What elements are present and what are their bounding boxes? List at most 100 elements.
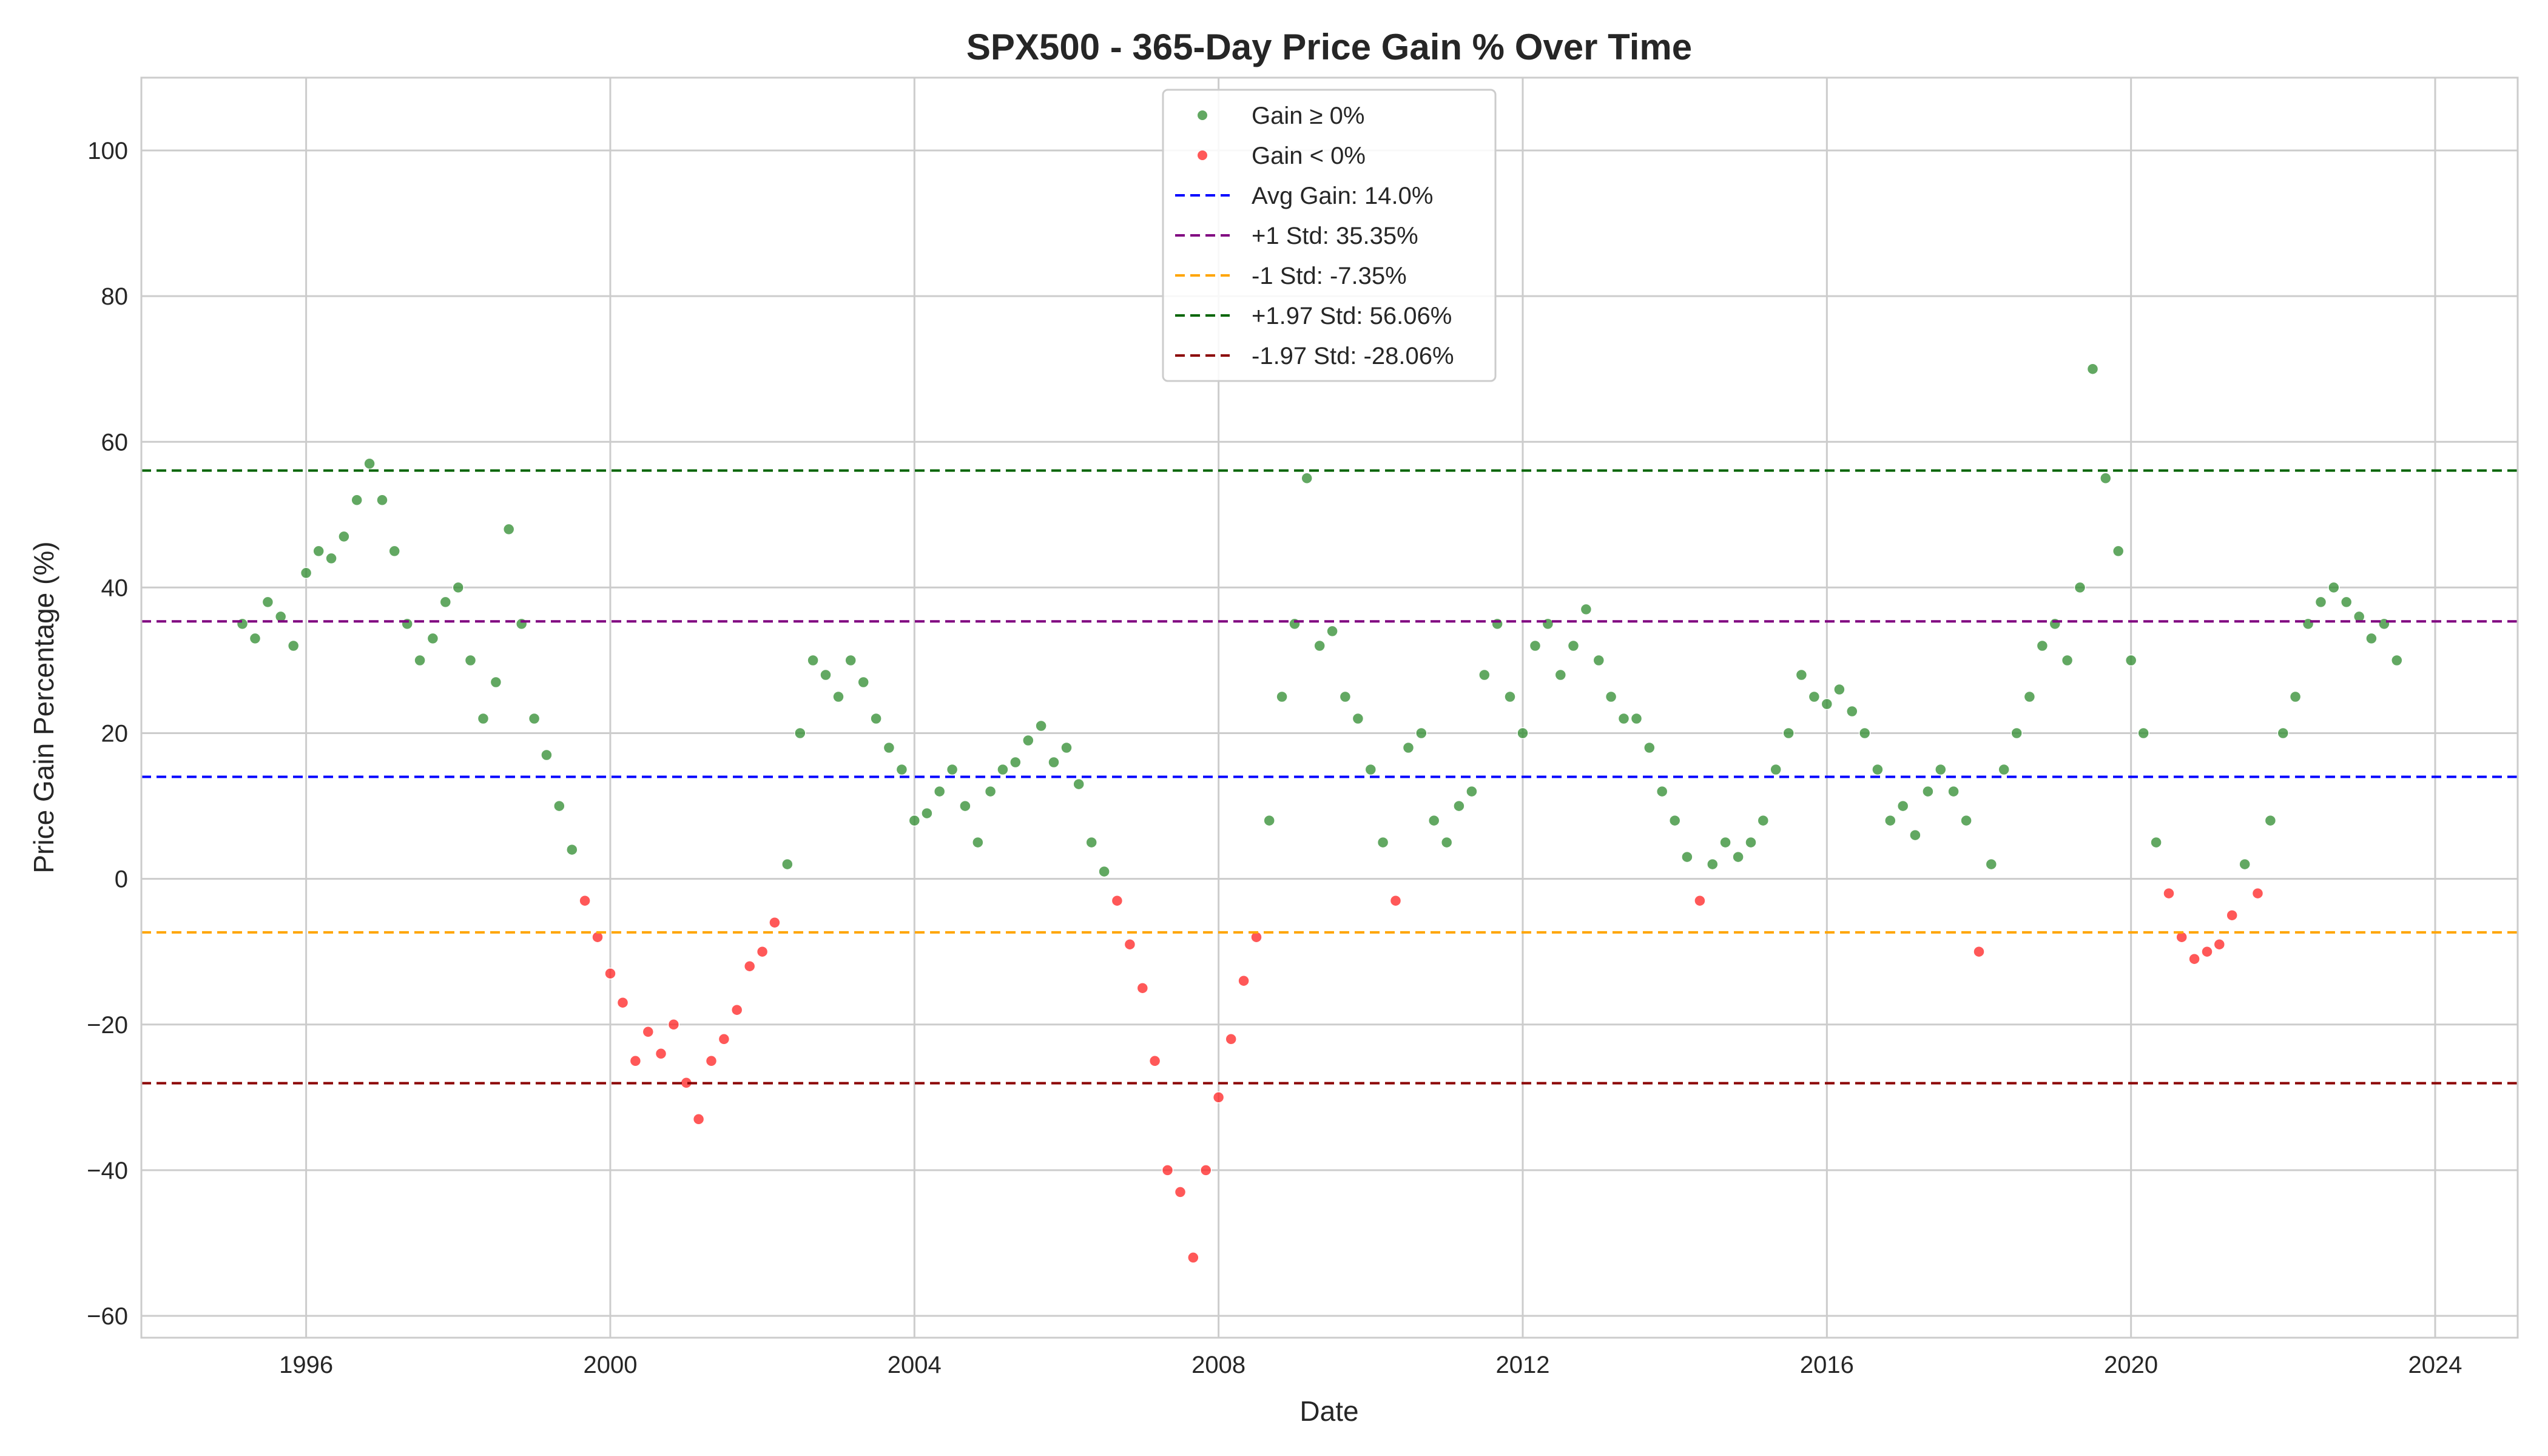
- data-point-gain: [1770, 763, 1782, 776]
- data-point-gain: [325, 552, 337, 565]
- data-point-gain: [844, 654, 857, 667]
- legend-marker: [1198, 150, 1207, 160]
- data-point-gain: [249, 632, 261, 645]
- data-point-gain: [338, 530, 350, 543]
- data-point-gain: [1313, 639, 1326, 652]
- data-point-gain: [1085, 836, 1097, 849]
- data-point-gain: [2289, 690, 2302, 703]
- data-point-gain: [1478, 669, 1491, 681]
- data-point-gain: [1821, 698, 1833, 710]
- data-point-gain: [1884, 814, 1896, 827]
- data-point-gain: [1617, 712, 1630, 725]
- data-point-gain: [2086, 363, 2099, 375]
- data-point-loss: [616, 996, 629, 1009]
- data-point-gain: [1947, 785, 1960, 798]
- data-point-gain: [1909, 829, 1921, 841]
- data-point-gain: [1554, 669, 1567, 681]
- data-point-gain: [1073, 778, 1085, 790]
- data-point-gain: [1415, 727, 1427, 740]
- data-point-loss: [1238, 974, 1250, 987]
- x-tick-label: 2016: [1800, 1352, 1854, 1378]
- data-point-gain: [1453, 800, 1465, 812]
- data-point-gain: [553, 800, 565, 812]
- data-point-gain: [2328, 581, 2340, 594]
- data-point-gain: [2125, 654, 2137, 667]
- data-point-gain: [1656, 785, 1668, 798]
- legend-label: +1 Std: 35.35%: [1252, 223, 1418, 249]
- data-point-gain: [781, 858, 794, 871]
- data-point-gain: [1402, 741, 1415, 754]
- data-point-gain: [502, 523, 515, 536]
- legend-label: +1.97 Std: 56.06%: [1252, 303, 1452, 329]
- y-tick-label: 0: [115, 866, 128, 893]
- data-point-loss: [579, 894, 591, 907]
- data-point-gain: [1098, 865, 1110, 878]
- data-point-gain: [312, 545, 325, 558]
- data-point-gain: [1630, 712, 1643, 725]
- data-point-gain: [439, 596, 452, 608]
- data-point-gain: [2061, 654, 2074, 667]
- data-point-gain: [883, 741, 895, 754]
- data-point-gain: [300, 567, 312, 579]
- data-point-loss: [1161, 1164, 1174, 1176]
- data-point-gain: [1517, 727, 1529, 740]
- data-point-gain: [1504, 690, 1516, 703]
- legend-label: Gain ≥ 0%: [1252, 103, 1364, 129]
- data-point-gain: [870, 712, 882, 725]
- y-tick-label: 20: [101, 721, 129, 747]
- data-point-gain: [2302, 618, 2314, 630]
- y-tick-label: 60: [101, 429, 129, 456]
- data-point-loss: [1973, 945, 1985, 958]
- legend-box: [1162, 89, 1497, 382]
- plot-frame: [140, 76, 2519, 1339]
- reference-lines-layer: [141, 469, 2518, 1085]
- data-point-gain: [1960, 814, 1972, 827]
- x-tick-label: 2000: [583, 1352, 637, 1378]
- data-point-gain: [794, 727, 806, 740]
- data-point-gain: [1795, 669, 1808, 681]
- y-tick-label: 80: [101, 283, 129, 310]
- x-tick-label: 2020: [2104, 1352, 2158, 1378]
- data-point-gain: [946, 763, 959, 776]
- data-point-gain: [1491, 618, 1503, 630]
- data-point-gain: [2150, 836, 2162, 849]
- data-point-gain: [1757, 814, 1770, 827]
- data-point-gain: [566, 843, 578, 856]
- data-point-loss: [1212, 1091, 1225, 1104]
- data-point-gain: [1935, 763, 1947, 776]
- y-tick-label: −20: [87, 1012, 128, 1039]
- data-point-gain: [1643, 741, 1656, 754]
- data-point-gain: [1896, 800, 1909, 812]
- data-point-loss: [730, 1003, 743, 1016]
- data-point-gain: [1263, 814, 1275, 827]
- data-point-gain: [895, 763, 908, 776]
- data-point-gain: [1542, 618, 1554, 630]
- data-point-gain: [1998, 763, 2010, 776]
- data-point-gain: [908, 814, 921, 827]
- data-point-gain: [1846, 705, 1858, 718]
- data-point-gain: [972, 836, 984, 849]
- data-point-gain: [1301, 472, 1313, 485]
- data-point-gain: [1719, 836, 1731, 849]
- data-point-loss: [655, 1048, 667, 1060]
- chart-title: SPX500 - 365-Day Price Gain % Over Time: [966, 27, 1692, 67]
- data-point-gain: [1580, 603, 1592, 616]
- data-point-gain: [933, 785, 946, 798]
- data-point-gain: [236, 618, 249, 630]
- data-point-loss: [604, 967, 616, 980]
- data-point-gain: [2049, 618, 2061, 630]
- data-point-gain: [1440, 836, 1453, 849]
- data-point-gain: [1326, 625, 1338, 638]
- y-tick-labels: −60 −40 −20 0 20 40 60 80 100: [87, 138, 128, 1330]
- data-point-gain: [1668, 814, 1681, 827]
- y-tick-label: −40: [87, 1158, 128, 1184]
- data-point-gain: [1808, 690, 1821, 703]
- x-tick-label: 1996: [279, 1352, 333, 1378]
- data-point-gain: [1922, 785, 1934, 798]
- data-point-loss: [629, 1055, 642, 1067]
- data-point-gain: [1872, 763, 1884, 776]
- data-point-loss: [2163, 887, 2175, 900]
- data-point-gain: [401, 618, 413, 630]
- points-layer: [236, 363, 2403, 1264]
